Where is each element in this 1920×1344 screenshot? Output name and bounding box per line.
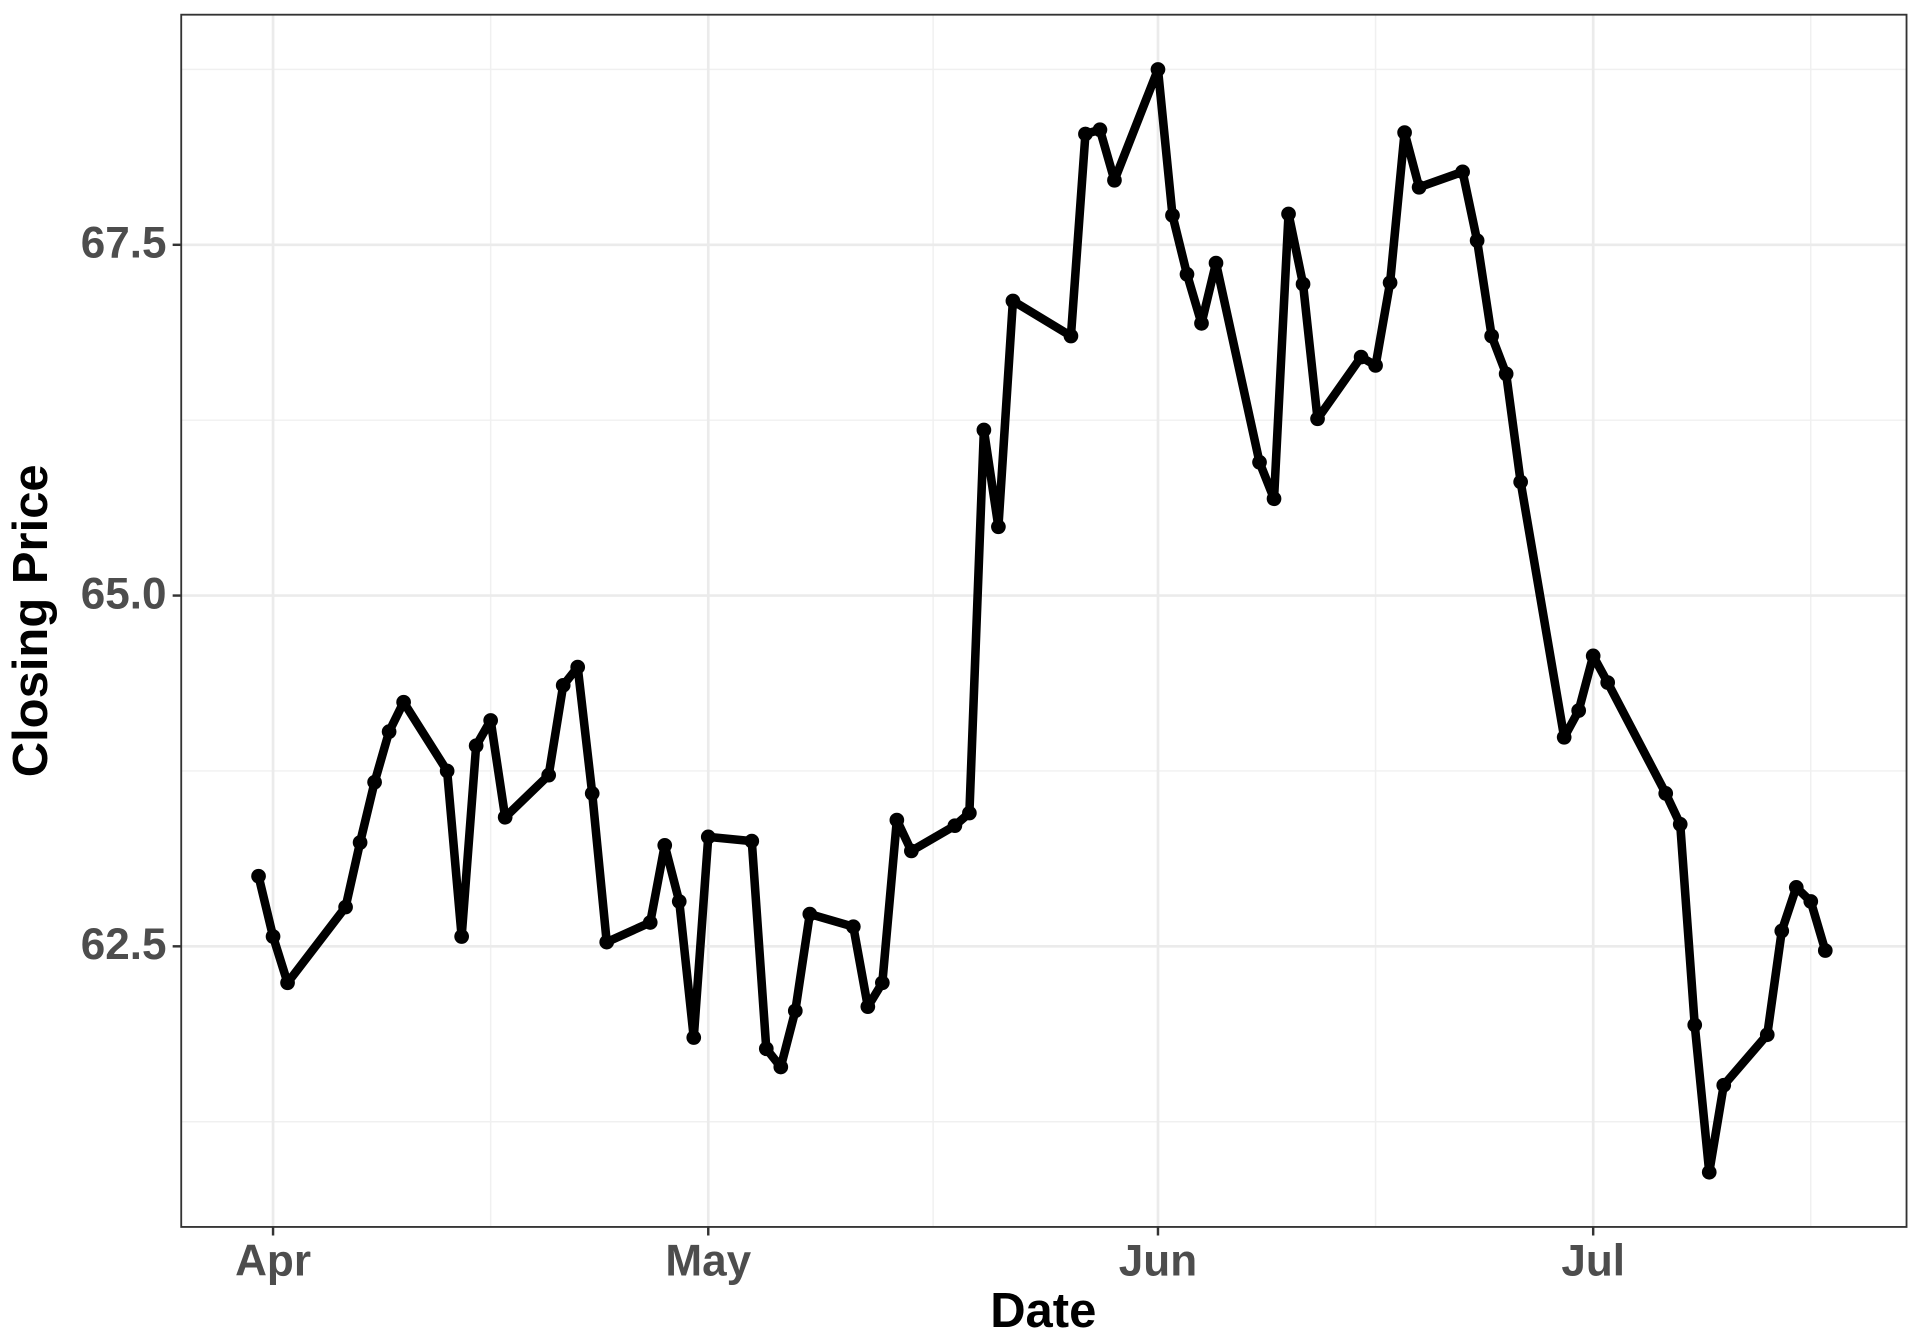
point bbox=[1194, 316, 1209, 331]
point bbox=[657, 837, 673, 853]
point bbox=[280, 975, 295, 991]
point bbox=[1672, 816, 1688, 832]
point bbox=[1179, 266, 1195, 282]
point bbox=[541, 767, 557, 783]
point bbox=[1310, 411, 1325, 427]
point bbox=[352, 835, 368, 850]
point bbox=[1701, 1164, 1717, 1180]
point bbox=[845, 919, 861, 935]
point bbox=[802, 906, 818, 922]
point bbox=[483, 713, 499, 728]
point bbox=[1368, 358, 1383, 373]
point bbox=[1817, 943, 1833, 958]
point bbox=[1078, 126, 1093, 142]
point bbox=[1411, 179, 1427, 195]
point bbox=[1571, 703, 1587, 718]
y-tick-label: 67.5 bbox=[81, 219, 167, 268]
point bbox=[642, 915, 658, 930]
plot-border bbox=[180, 13, 1908, 1228]
point bbox=[1150, 62, 1166, 77]
point bbox=[1165, 207, 1180, 223]
point bbox=[758, 1041, 774, 1057]
point bbox=[367, 774, 382, 790]
point bbox=[1266, 491, 1282, 507]
point bbox=[671, 894, 687, 909]
point bbox=[584, 786, 600, 801]
x-tick-label: Jun bbox=[1119, 1236, 1197, 1285]
point bbox=[454, 929, 469, 944]
point bbox=[570, 659, 586, 675]
point bbox=[265, 929, 281, 944]
point bbox=[904, 843, 919, 859]
point bbox=[991, 519, 1006, 535]
point bbox=[1658, 786, 1674, 801]
point bbox=[1687, 1017, 1703, 1033]
point bbox=[860, 999, 876, 1015]
point bbox=[1556, 729, 1572, 745]
point bbox=[1107, 172, 1122, 188]
point bbox=[1513, 474, 1528, 490]
point bbox=[381, 724, 397, 740]
point bbox=[1005, 293, 1021, 309]
point bbox=[1455, 164, 1470, 180]
y-tick-label: 65.0 bbox=[81, 569, 167, 618]
point bbox=[1469, 233, 1485, 248]
point bbox=[1803, 894, 1819, 909]
point bbox=[1382, 275, 1398, 291]
x-tick-label: Apr bbox=[235, 1236, 311, 1285]
y-axis-title: Closing Price bbox=[4, 464, 58, 777]
point bbox=[1716, 1077, 1732, 1093]
line bbox=[254, 65, 1830, 1177]
x-axis-title: Date bbox=[990, 1284, 1096, 1338]
point bbox=[1063, 328, 1079, 344]
y-tick-label: 62.5 bbox=[81, 920, 167, 969]
point bbox=[1397, 125, 1412, 140]
point bbox=[686, 1030, 702, 1045]
point bbox=[1759, 1027, 1775, 1043]
point bbox=[555, 678, 571, 693]
point bbox=[439, 763, 455, 779]
point bbox=[599, 934, 615, 950]
point bbox=[1092, 122, 1108, 138]
point bbox=[1281, 206, 1296, 222]
point bbox=[1484, 328, 1499, 344]
point bbox=[773, 1059, 789, 1075]
point bbox=[1252, 454, 1267, 470]
point bbox=[889, 812, 905, 828]
point bbox=[962, 805, 977, 821]
point bbox=[1498, 366, 1514, 382]
point bbox=[251, 868, 266, 884]
point bbox=[1353, 349, 1369, 365]
point bbox=[338, 899, 353, 915]
point bbox=[1788, 880, 1804, 895]
point bbox=[700, 829, 716, 845]
point bbox=[874, 975, 890, 991]
point bbox=[787, 1003, 803, 1019]
point bbox=[976, 422, 992, 438]
point bbox=[1295, 276, 1311, 292]
point bbox=[497, 809, 513, 825]
point bbox=[1600, 675, 1616, 690]
point bbox=[1208, 255, 1224, 271]
x-tick-label: Jul bbox=[1561, 1236, 1625, 1285]
x-tick-label: May bbox=[665, 1236, 751, 1285]
point bbox=[396, 694, 411, 710]
point bbox=[1774, 923, 1790, 939]
point bbox=[947, 818, 963, 834]
point bbox=[1585, 648, 1601, 664]
plot-background bbox=[181, 14, 1907, 1227]
point bbox=[468, 738, 484, 754]
point bbox=[744, 833, 760, 849]
